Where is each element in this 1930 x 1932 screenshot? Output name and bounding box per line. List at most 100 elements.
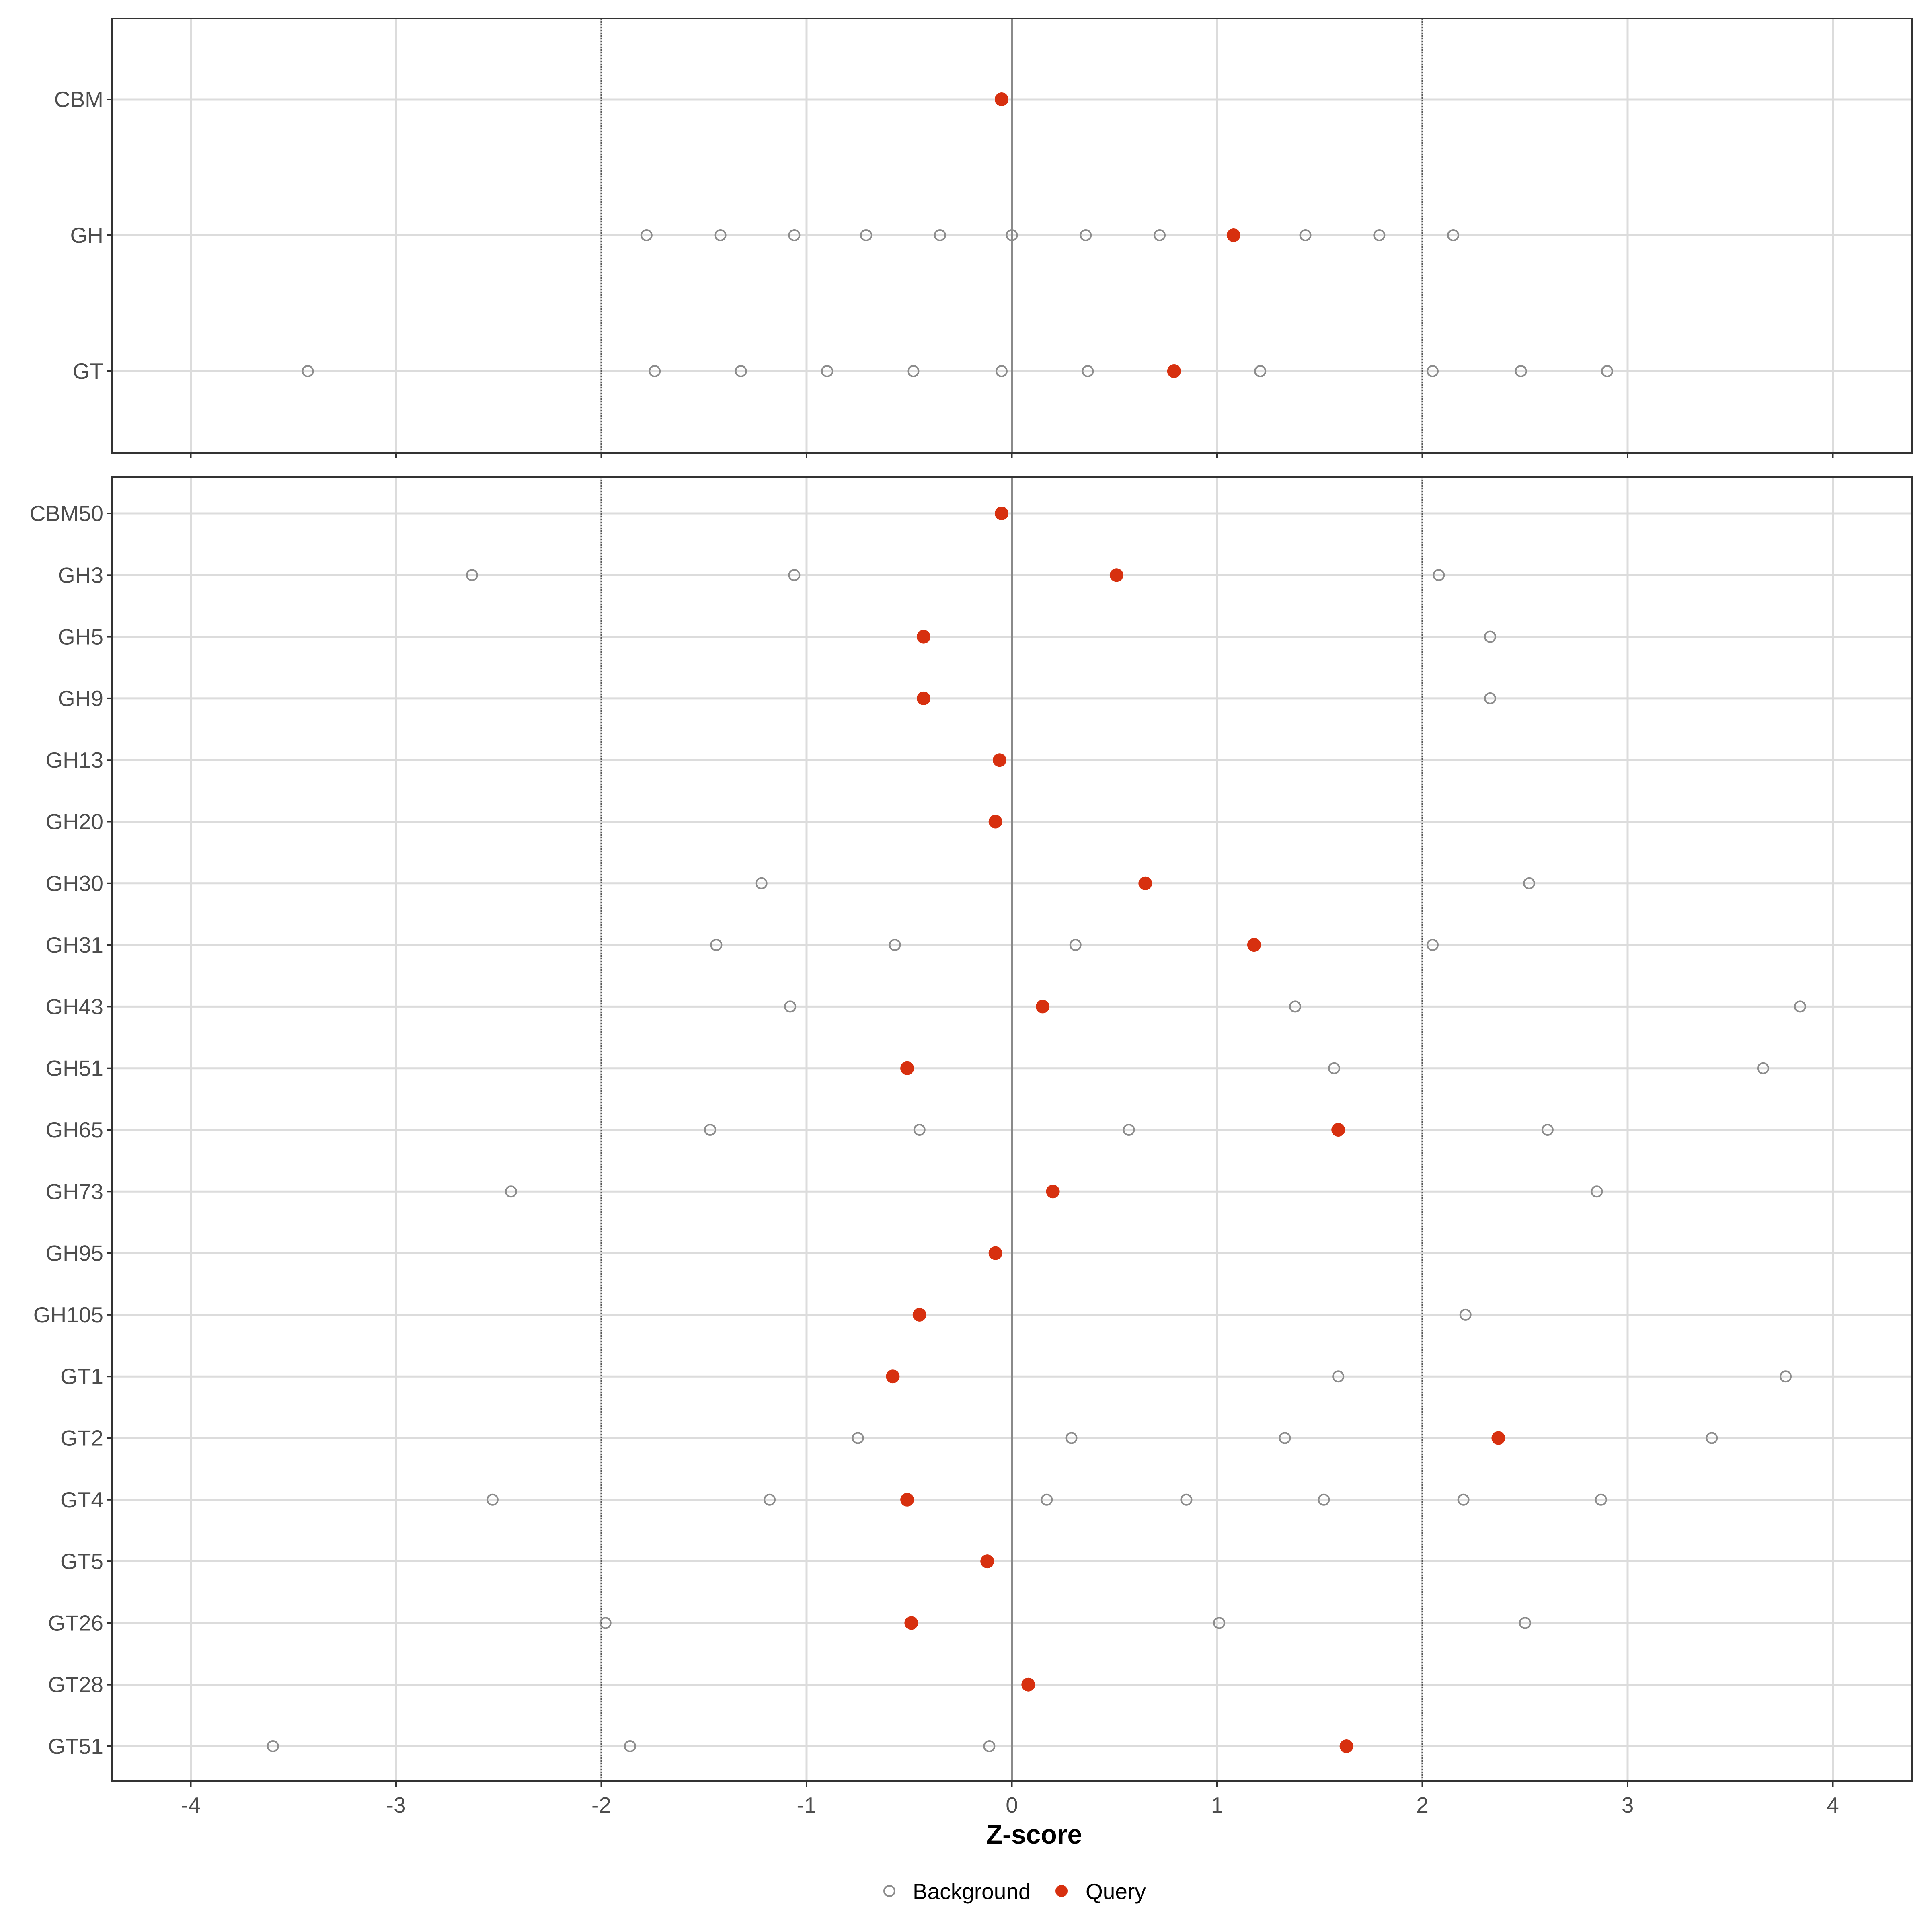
background-point [1591, 1185, 1603, 1198]
background-point [913, 1124, 926, 1136]
background-point [1433, 569, 1445, 581]
query-point [1046, 1185, 1060, 1199]
background-point [1484, 692, 1496, 704]
background-point [821, 365, 834, 377]
y-tick-label: GH65 [45, 1117, 103, 1142]
background-point [1459, 1308, 1472, 1321]
background-point [907, 365, 920, 377]
legend-query-label: Query [1086, 1879, 1146, 1904]
query-point [1021, 1677, 1035, 1692]
background-point [1069, 939, 1082, 951]
query-point [886, 1369, 900, 1384]
background-point [1427, 365, 1439, 377]
x-tick-label: -4 [181, 1792, 201, 1817]
query-point [1339, 1739, 1353, 1753]
y-tick-label: GH5 [58, 624, 103, 649]
query-point [1331, 1123, 1345, 1137]
x-tick-label: -2 [591, 1792, 611, 1817]
background-point [640, 229, 653, 241]
query-point [916, 691, 930, 705]
background-point [1041, 1493, 1053, 1506]
background-point [1180, 1493, 1193, 1506]
background-point [1519, 1617, 1531, 1629]
query-point [992, 753, 1006, 767]
y-tick-label: GH13 [45, 747, 103, 772]
query-point [980, 1554, 994, 1569]
background-point [1328, 1062, 1340, 1074]
background-point [505, 1185, 517, 1198]
background-point [1065, 1432, 1078, 1444]
reference-lines-layer [600, 18, 1423, 1781]
x-tick-label: 2 [1416, 1792, 1429, 1817]
x-tick-label: 4 [1827, 1792, 1839, 1817]
background-point [995, 365, 1008, 377]
background-point [1447, 229, 1460, 241]
background-point [860, 229, 873, 241]
query-point [912, 1308, 926, 1322]
background-point [1373, 229, 1386, 241]
background-point [1318, 1493, 1330, 1506]
background-point [1595, 1493, 1607, 1506]
legend-query-marker [1055, 1885, 1068, 1897]
background-point [764, 1493, 776, 1506]
background-point [486, 1493, 499, 1506]
y-tick-label: GH95 [45, 1241, 103, 1266]
background-point [1427, 939, 1439, 951]
background-point [1515, 365, 1527, 377]
query-point [904, 1616, 918, 1630]
background-point [735, 365, 747, 377]
background-point [1780, 1370, 1792, 1383]
y-tick-label: GH51 [45, 1056, 103, 1081]
y-tick-label: GT4 [60, 1487, 103, 1512]
y-tick-label: GH9 [58, 686, 103, 711]
y-tick-label: GT51 [48, 1734, 103, 1759]
background-point [1254, 365, 1267, 377]
y-tick-label: GH43 [45, 994, 103, 1019]
y-tick-label: GH31 [45, 932, 103, 957]
y-tick-label: GH [70, 223, 104, 248]
x-tick-label: 0 [1006, 1792, 1018, 1817]
legend-background-marker [883, 1885, 895, 1897]
x-axis-title: Z-score [986, 1819, 1082, 1849]
y-tick-label: GT2 [60, 1426, 103, 1451]
x-tick-label: 3 [1622, 1792, 1634, 1817]
labels-layer: CBM GH GT CBM50 GH3 GH5 GH9 GH13 GH20 GH30 GH31 GH4… [30, 87, 1839, 1817]
background-point [1289, 1000, 1301, 1013]
query-point [1109, 568, 1123, 582]
query-point [988, 815, 1002, 829]
y-tick-label: CBM [54, 87, 103, 112]
y-tick-label: CBM50 [30, 501, 103, 526]
query-point [1036, 1000, 1050, 1014]
background-point [983, 1740, 996, 1752]
background-point [1601, 365, 1613, 377]
background-point [649, 365, 661, 377]
query-point [1491, 1431, 1505, 1445]
panel-frames-layer [107, 18, 1913, 1787]
background-point [1154, 229, 1166, 241]
x-tick-label: 1 [1211, 1792, 1224, 1817]
query-point [1138, 876, 1152, 890]
background-point [1706, 1432, 1718, 1444]
background-point [599, 1617, 612, 1629]
query-point [994, 92, 1008, 106]
y-tick-label: GH3 [58, 563, 103, 587]
y-tick-label: GH20 [45, 809, 103, 834]
background-point [1484, 630, 1496, 643]
background-point [1332, 1370, 1345, 1383]
background-point [934, 229, 946, 241]
points-layer [267, 92, 1806, 1753]
y-tick-label: GH73 [45, 1179, 103, 1204]
legend: Background Query [883, 1879, 1146, 1904]
background-point [1123, 1124, 1135, 1136]
query-point [916, 630, 930, 644]
background-point [788, 569, 801, 581]
background-point [1523, 877, 1535, 889]
background-point [852, 1432, 864, 1444]
background-point [1794, 1000, 1806, 1013]
query-point [994, 507, 1008, 520]
background-point [714, 229, 727, 241]
background-point [1457, 1493, 1470, 1506]
background-point [1541, 1124, 1554, 1136]
